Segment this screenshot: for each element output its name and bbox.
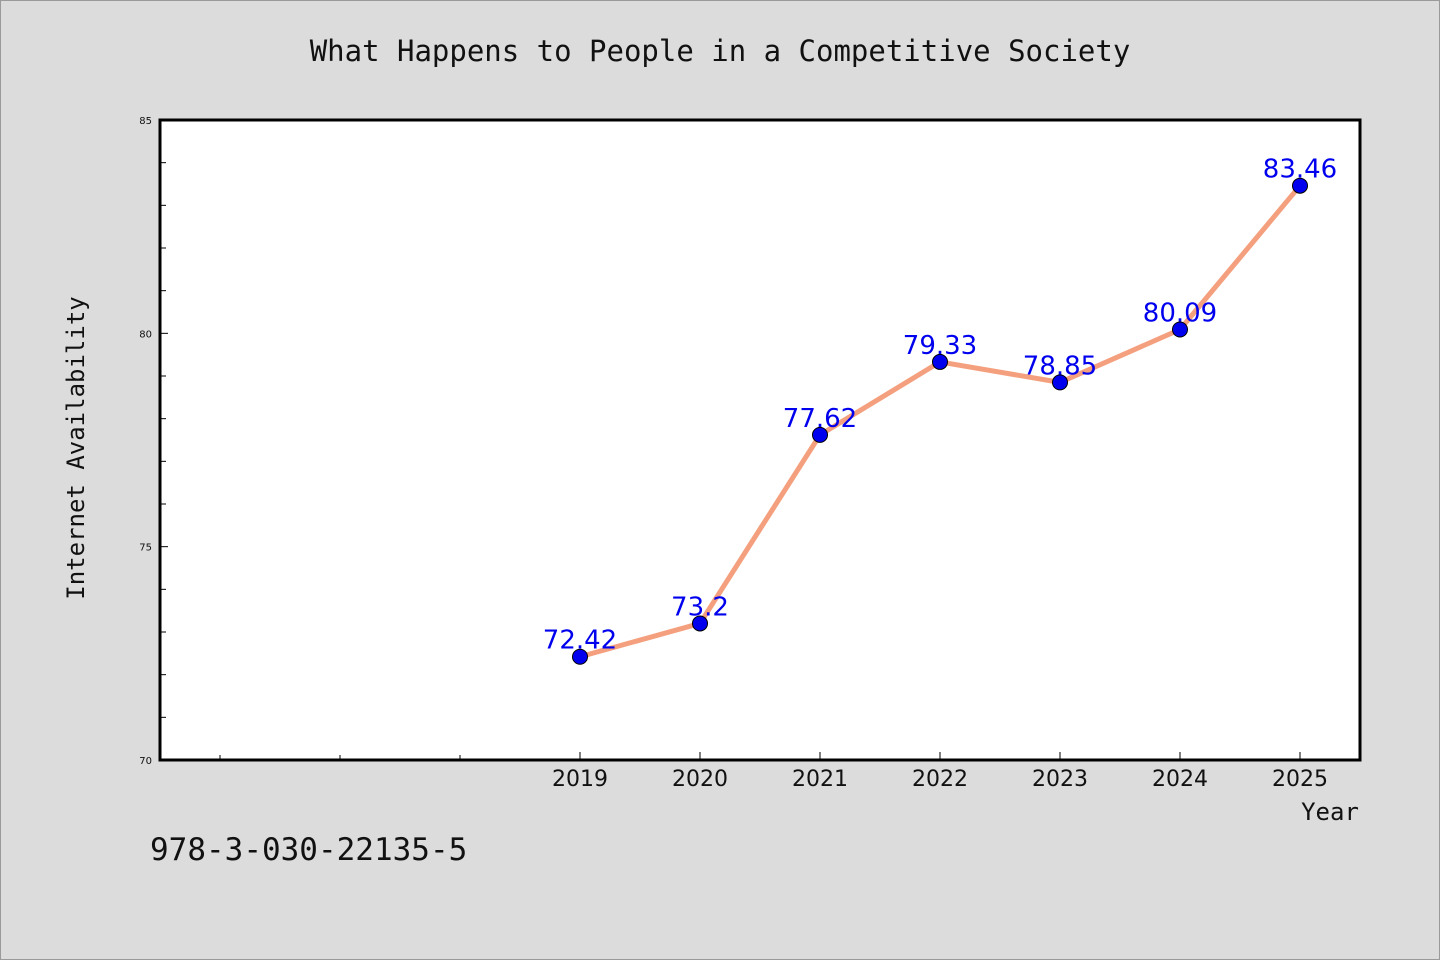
- data-point: [932, 353, 948, 370]
- x-axis-label: Year: [1301, 798, 1359, 826]
- data-markers: [572, 177, 1308, 665]
- data-point: [812, 426, 828, 443]
- data-label: 72.42: [543, 626, 617, 656]
- x-tick-label: 2025: [1272, 767, 1328, 792]
- x-tick-label: 2024: [1152, 767, 1208, 792]
- y-tick-label: 85: [139, 116, 152, 127]
- data-point: [1172, 321, 1188, 338]
- y-axis-label: Internet Availability: [62, 296, 90, 599]
- y-tick-label: 75: [139, 543, 152, 554]
- data-point: [572, 648, 588, 665]
- data-label: 80.09: [1143, 298, 1217, 328]
- data-label: 79.33: [903, 331, 977, 361]
- data-point: [692, 615, 708, 632]
- chart-title: What Happens to People in a Competitive …: [309, 34, 1131, 68]
- plot-area: [160, 120, 1360, 760]
- data-label: 73.2: [671, 592, 729, 622]
- y-tick-label: 70: [139, 756, 152, 767]
- data-point: [1052, 374, 1068, 391]
- x-axis-ticks: 2019 2020 2021 2022 2023 2024 2025: [219, 752, 1328, 792]
- data-label: 78.85: [1023, 351, 1097, 381]
- y-tick-label: 80: [139, 329, 152, 340]
- data-labels: 72.42 73.2 77.62 79.33 78.85 80.09 83.46: [543, 155, 1337, 656]
- x-tick-label: 2020: [672, 767, 728, 792]
- data-label: 77.62: [783, 404, 857, 434]
- x-tick-label: 2022: [912, 767, 968, 792]
- plot-border: [158, 118, 1362, 762]
- isbn-code: 978-3-030-22135-5: [150, 832, 468, 868]
- data-point: [1292, 177, 1308, 194]
- x-tick-label: 2019: [552, 767, 608, 792]
- x-tick-label: 2023: [1032, 767, 1088, 792]
- data-label: 83.46: [1263, 155, 1337, 185]
- x-tick-label: 2021: [792, 767, 848, 792]
